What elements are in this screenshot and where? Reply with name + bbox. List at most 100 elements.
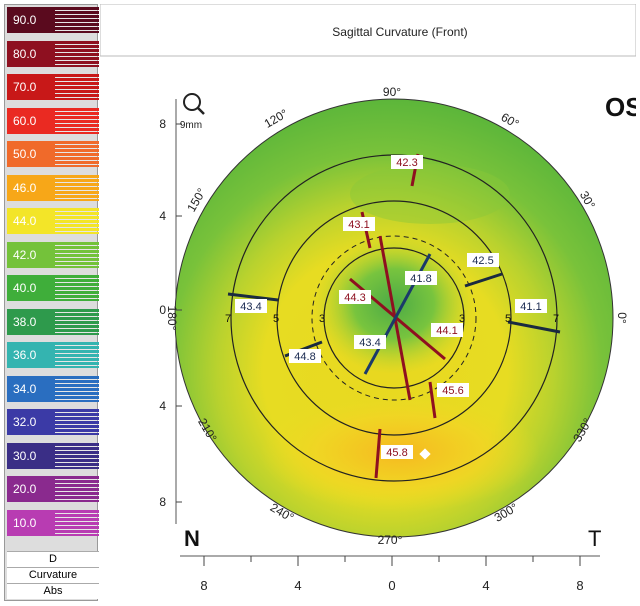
reading-labels: 42.3 43.1 42.5 41.8 44.3 44.1 43.4 41.1 43.4 44.8…: [235, 155, 547, 459]
legend-value: 32.0: [7, 409, 55, 435]
reading-value: 41.8: [410, 273, 431, 285]
angle-label: 180°: [165, 306, 179, 331]
reading-box: [405, 271, 437, 285]
y-tick-label: 0: [159, 303, 166, 317]
x-tick-label: 8: [576, 578, 583, 593]
temporal-label: T: [588, 526, 601, 551]
reading-value: 44.1: [436, 325, 457, 337]
meridian-lower: [428, 381, 437, 419]
x-tick-label: 4: [294, 578, 301, 593]
ring-outer: [174, 98, 614, 538]
ring-3mm: [323, 247, 465, 389]
flat-center-zone: [314, 234, 474, 374]
legend-value: 34.0: [7, 375, 55, 402]
legend-value: 40.0: [7, 275, 55, 301]
reading-box: [354, 335, 386, 349]
unit-mode[interactable]: Abs: [7, 583, 99, 599]
y-axis-ticks: 8 4 0 4 8: [159, 117, 182, 509]
reading-box: [437, 383, 469, 397]
reading-value: 43.1: [348, 219, 369, 231]
curvature-reading: 43.4: [235, 299, 267, 313]
zoom-label: 9mm: [180, 120, 202, 131]
y-tick-label: 8: [159, 495, 166, 509]
reading-box: [289, 349, 321, 363]
ring-label: 7: [225, 313, 231, 325]
x-tick-label: 0: [388, 578, 395, 593]
curvature-reading: 42.5: [467, 253, 499, 267]
curvature-reading: 43.4: [354, 335, 386, 349]
curvature-reading: 45.8: [381, 445, 413, 459]
legend-value: 60.0: [7, 107, 55, 134]
legend-value: 44.0: [7, 208, 55, 234]
reading-box: [431, 323, 463, 337]
x-axis-ticks: 8 4 0 4 8: [200, 556, 584, 593]
reading-box: [515, 299, 547, 313]
legend-swatch: [55, 509, 99, 536]
reading-value: 42.3: [396, 157, 417, 169]
y-tick-label: 4: [159, 209, 166, 223]
curvature-reading: 43.1: [343, 217, 375, 231]
reading-box: [235, 299, 267, 313]
curvature-reading: 44.3: [339, 290, 371, 304]
legend-swatch: [55, 40, 99, 67]
legend-value: 20.0: [7, 476, 55, 502]
reading-value: 45.6: [442, 385, 463, 397]
ring-label: 3: [459, 313, 465, 325]
reading-box: [391, 155, 423, 169]
y-tick-label: 4: [159, 399, 166, 413]
legend-value: 50.0: [7, 141, 55, 167]
legend-value: 80.0: [7, 40, 55, 67]
legend-swatch: [55, 208, 99, 234]
upper-green-zone: [350, 164, 510, 224]
legend-value: 36.0: [7, 342, 55, 368]
x-tick-label: 4: [482, 578, 489, 593]
zoom-icon[interactable]: [183, 93, 205, 115]
angle-label: 270°: [378, 533, 403, 547]
angle-label: 0°: [615, 312, 629, 324]
legend-swatch: [55, 409, 99, 435]
legend-swatch: [55, 141, 99, 167]
legend-swatch: [55, 107, 99, 134]
legend-swatch: [55, 275, 99, 301]
ring-label: 5: [505, 313, 511, 325]
color-scale-legend: 90.0 80.0 70.0 60.0 50.0 46.0 44.0 42.0 40.0 38.0…: [4, 4, 99, 601]
curvature-reading: 41.1: [515, 299, 547, 313]
reading-box: [343, 217, 375, 231]
ring-labels: 3 3 5 5 7 7: [225, 313, 559, 325]
meridian-right-outer: [507, 320, 561, 334]
pupil-outline: [311, 235, 477, 401]
curvature-reading: 42.3: [391, 155, 423, 169]
topography-panel: Sagittal Curvature (Front) 42.3 43.1 42.5 4…: [99, 3, 640, 601]
legend-swatch: [55, 308, 99, 335]
title-bar: [99, 3, 637, 57]
angle-label: 90°: [383, 85, 401, 99]
curvature-reading: 44.1: [431, 323, 463, 337]
curvature-reading: 44.8: [289, 349, 321, 363]
unit-label[interactable]: D: [7, 551, 99, 567]
legend-value: 70.0: [7, 74, 55, 100]
meridian-bottom: [374, 428, 382, 479]
curvature-reading: 41.8: [405, 271, 437, 285]
reading-value: 43.4: [359, 337, 380, 349]
legend-swatch: [55, 174, 99, 201]
eye-label: OS: [605, 92, 636, 122]
reading-value: 43.4: [240, 301, 261, 313]
meridian-right: [464, 272, 503, 288]
reading-box: [467, 253, 499, 267]
reading-value: 42.5: [472, 255, 493, 267]
x-tick-label: 8: [200, 578, 207, 593]
ring-label: 3: [319, 313, 325, 325]
y-tick-label: 8: [159, 117, 166, 131]
legend-value: 46.0: [7, 174, 55, 201]
ring-label: 7: [553, 313, 559, 325]
reading-box: [339, 290, 371, 304]
legend-swatch: [55, 241, 99, 268]
ring-label: 5: [273, 313, 279, 325]
map-title: Sagittal Curvature (Front): [332, 25, 467, 39]
unit-type[interactable]: Curvature: [7, 567, 99, 583]
apex-marker: [419, 448, 431, 460]
reading-value: 44.3: [344, 292, 365, 304]
meridian-left-outer: [227, 292, 279, 302]
legend-swatch: [55, 74, 99, 100]
legend-swatch: [55, 442, 99, 469]
